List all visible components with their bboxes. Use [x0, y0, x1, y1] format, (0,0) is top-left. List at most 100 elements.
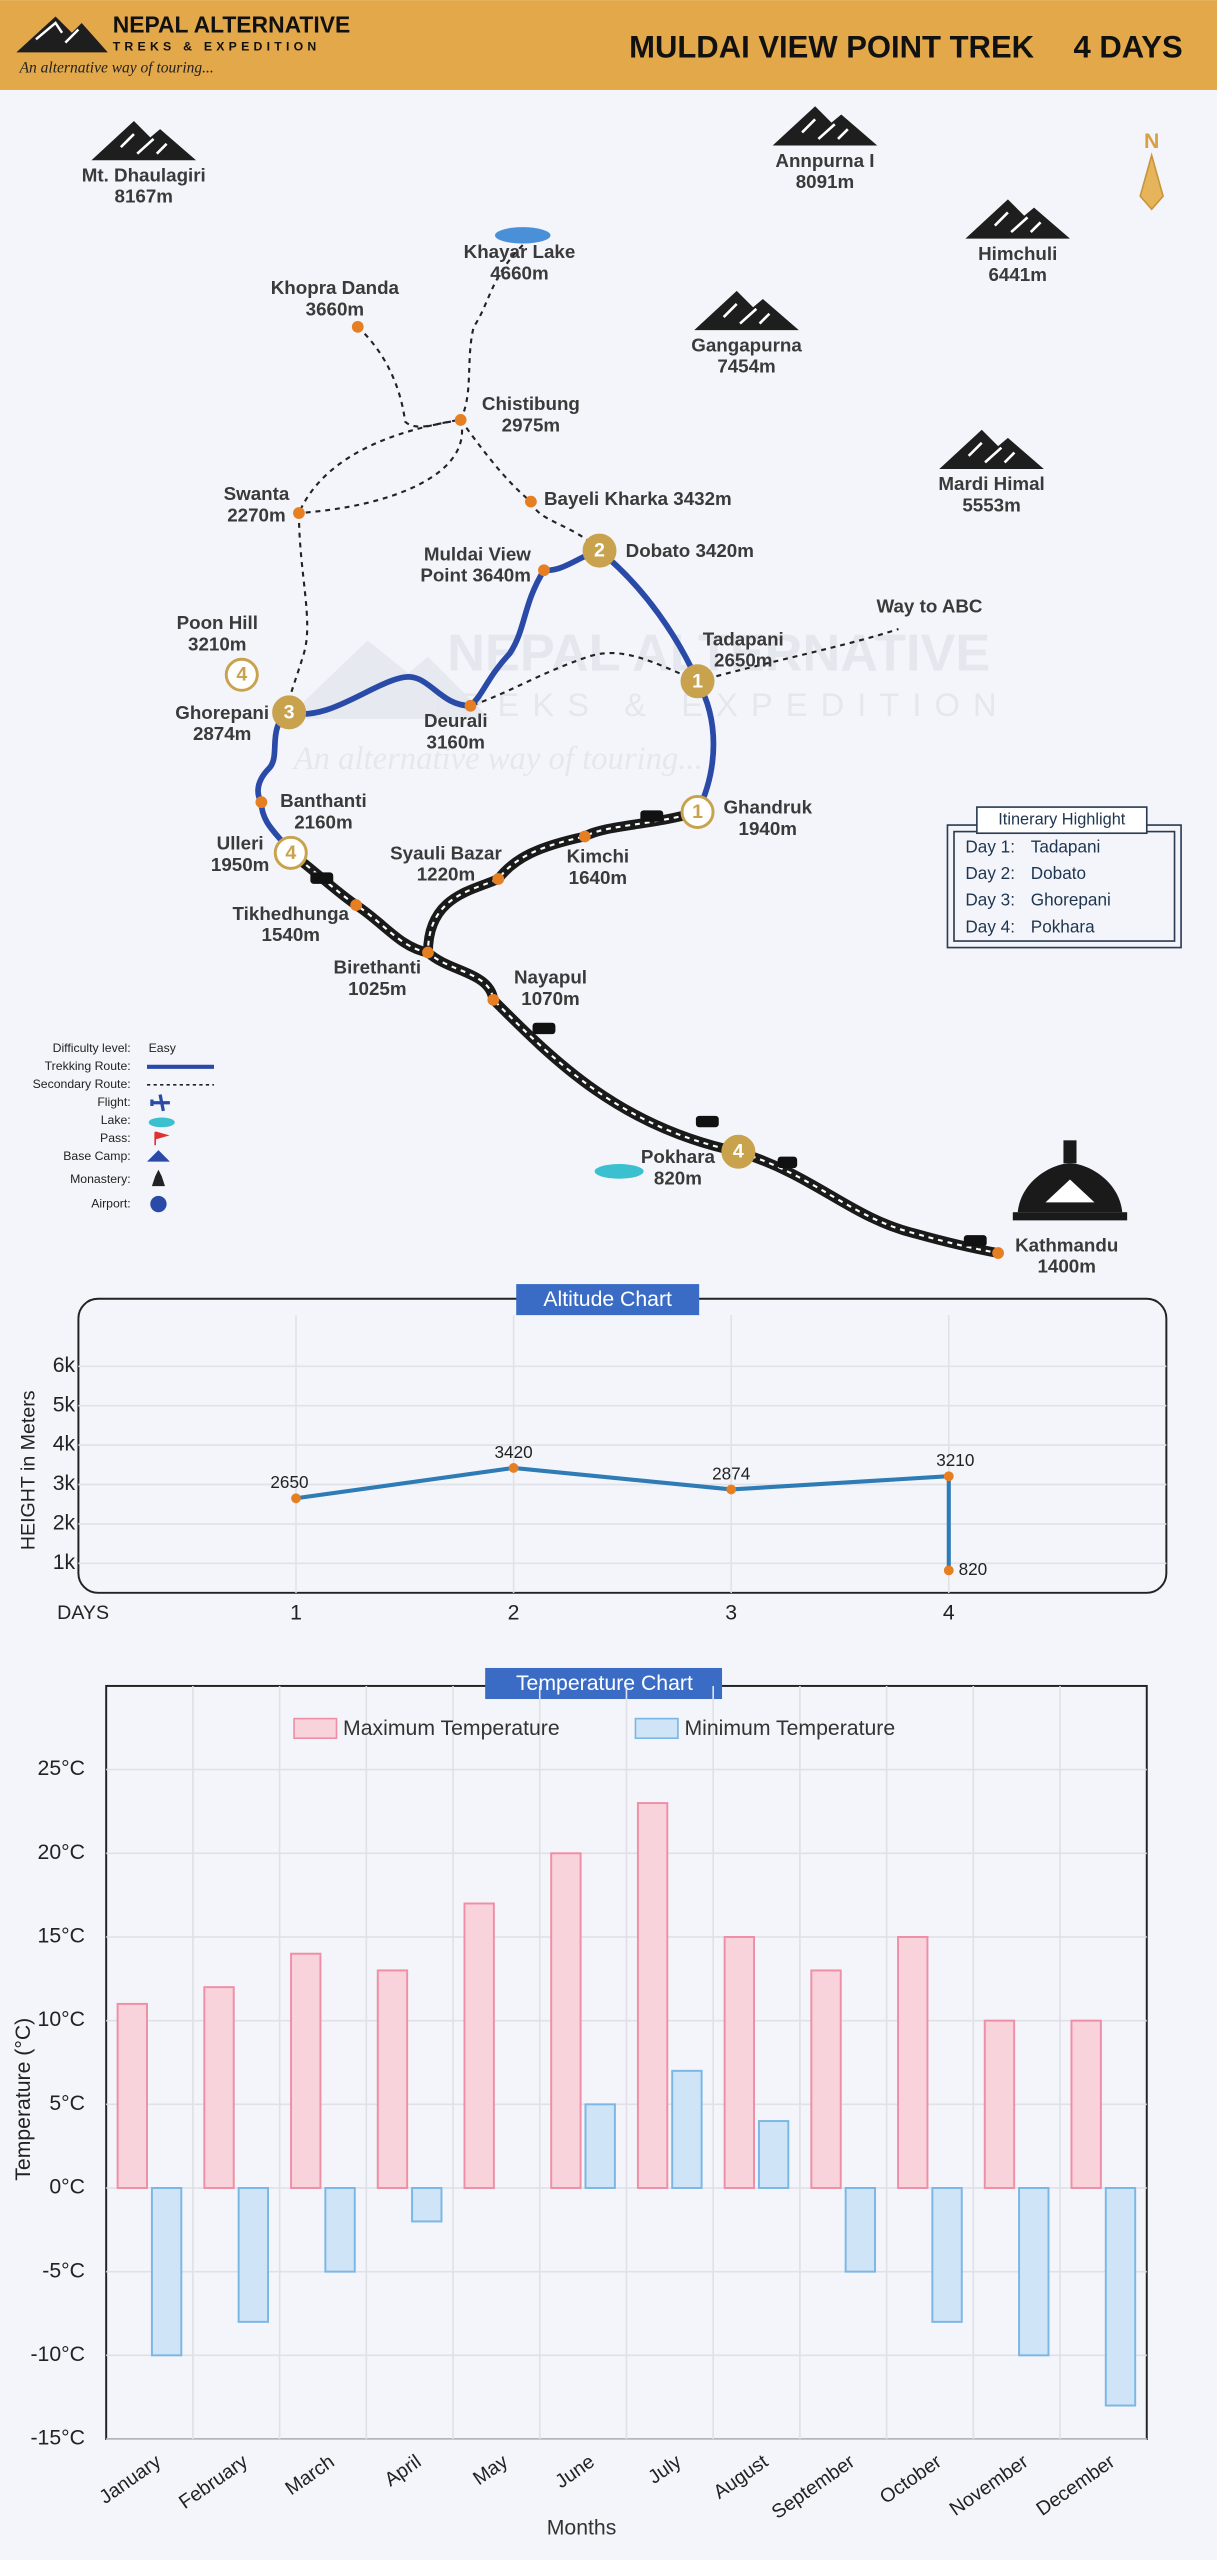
place-label: 1540m: [262, 924, 320, 945]
tagline: An alternative way of touring...: [19, 59, 214, 76]
temperature-title: Temperature Chart: [516, 1672, 693, 1695]
bar: [116, 2002, 149, 2189]
place-dot: [351, 320, 364, 333]
route: [297, 418, 461, 514]
bar: [757, 2120, 790, 2189]
bar: [324, 2187, 356, 2273]
place-label: Swanta: [224, 483, 290, 504]
logo-snow: [35, 21, 80, 44]
place-dot: [255, 796, 268, 809]
place-label: Nayapul: [514, 967, 587, 988]
place-label: Khopra Danda: [271, 277, 400, 298]
y-tick-label: -5°C: [42, 2259, 85, 2282]
day-marker-label: 4: [733, 1141, 744, 1163]
peak-snow: [993, 211, 1042, 234]
legend-label: Minimum Temperature: [684, 1717, 895, 1740]
place-label: 2975m: [502, 414, 560, 435]
altitude-title: Altitude Chart: [543, 1288, 672, 1311]
x-tick-label: 2: [508, 1602, 520, 1625]
peak-altitude: 5553m: [962, 494, 1020, 515]
bar: [237, 2187, 270, 2323]
y-axis-label: Temperature (°C): [12, 2018, 35, 2181]
day-marker: [273, 835, 308, 870]
data-label: 820: [959, 1559, 988, 1579]
vehicle: [640, 810, 664, 822]
vehicle: [310, 872, 334, 884]
legend-swatch: [293, 1717, 338, 1740]
place-label: 1640m: [569, 867, 627, 888]
itinerary-text: Pokhara: [1031, 916, 1095, 936]
legend-label: Pass:: [100, 1131, 131, 1145]
place-dot: [492, 873, 505, 885]
y-tick-label: 6k: [53, 1354, 76, 1377]
peak-snow: [119, 133, 168, 155]
itinerary-text: Day 2:: [965, 863, 1015, 883]
place-label: Way to ABC: [876, 596, 982, 617]
bar: [1018, 2187, 1050, 2357]
place-label: Chistibung: [482, 393, 580, 414]
legend-monastery: [151, 1169, 165, 1187]
peak-icon: [939, 429, 1044, 469]
bar: [584, 2103, 616, 2189]
y-tick-label: 15°C: [38, 1925, 85, 1948]
altitude-title-box: [516, 1284, 700, 1316]
peak-altitude: 7454m: [717, 356, 775, 377]
bar: [636, 1802, 669, 2189]
place-label: 2160m: [294, 811, 352, 832]
place-dot: [525, 495, 537, 508]
place-label: Syauli Bazar: [390, 842, 502, 863]
legend-label: Lake:: [101, 1113, 131, 1127]
y-tick-label: -15°C: [30, 2427, 84, 2450]
peak-snow: [722, 303, 771, 325]
place-label: 820m: [654, 1167, 702, 1188]
place-label: Bayeli Kharka 3432m: [544, 488, 732, 509]
day-marker: [224, 657, 259, 692]
peak-icon: [91, 120, 197, 161]
compass-label: N: [1144, 130, 1159, 153]
vehicle: [532, 1022, 556, 1035]
day-marker-label: 4: [285, 842, 296, 864]
peak-altitude: 8091m: [796, 171, 854, 192]
y-tick-label: 5°C: [49, 2092, 85, 2115]
route: [357, 326, 461, 428]
temperature-title-box: [485, 1667, 723, 1700]
y-tick-label: 3k: [53, 1472, 76, 1495]
peak-icon: [694, 290, 799, 331]
place-label: Pokhara: [641, 1146, 716, 1167]
place-dot: [578, 830, 591, 843]
bar: [1104, 2187, 1137, 2407]
bar: [290, 1952, 322, 2189]
place-label: 1950m: [211, 854, 269, 875]
place-label: Ulleri: [217, 833, 264, 854]
place-label: 2874m: [193, 723, 251, 744]
bar: [203, 1986, 235, 2189]
peak-name: Mardi Himal: [938, 473, 1044, 494]
legend-label: Trekking Route:: [45, 1059, 131, 1073]
point: [943, 1565, 954, 1576]
place-dot: [422, 946, 434, 959]
data-label: 3210: [936, 1450, 974, 1470]
place-label: Ghandruk: [723, 797, 812, 818]
watermark-sub: TREKS & EXPEDITION: [428, 686, 1010, 723]
peak-icon: [772, 106, 878, 146]
point: [943, 1471, 954, 1482]
itinerary-text: Dobato: [1031, 863, 1086, 883]
x-tick-label: 4: [943, 1602, 955, 1625]
legend-label: Flight:: [97, 1095, 130, 1109]
bar: [463, 1902, 495, 2189]
lake: [594, 1164, 644, 1179]
peak-icon: [965, 199, 1070, 239]
day-marker-label: 4: [236, 664, 247, 686]
route: [298, 419, 464, 515]
day-marker: [582, 533, 617, 568]
place-dot: [293, 507, 305, 519]
day-marker-label: 1: [692, 801, 703, 823]
route: [459, 244, 524, 421]
day-marker: [272, 695, 307, 730]
peak-snow: [801, 118, 849, 140]
bar: [411, 2187, 443, 2223]
bar: [983, 2019, 1016, 2189]
place-label: Kathmandu: [1015, 1234, 1118, 1255]
legend-label: Airport:: [91, 1196, 130, 1210]
